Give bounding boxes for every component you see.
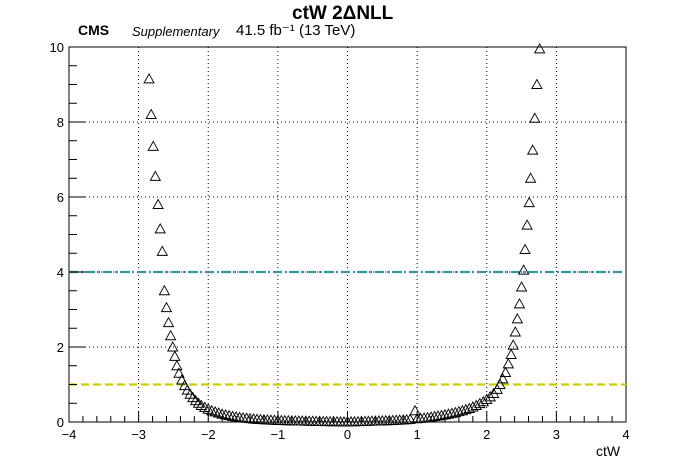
chart-title: ctW 2ΔNLL [292, 3, 394, 24]
data-point [279, 414, 291, 426]
x-tick-label: −3 [131, 427, 146, 442]
data-point [519, 243, 531, 254]
data-point [145, 108, 157, 119]
data-point [496, 372, 509, 384]
data-point [499, 366, 512, 377]
data-point [435, 409, 448, 420]
data-point [219, 408, 232, 420]
data-point [362, 415, 375, 426]
data-point [154, 222, 166, 234]
y-tick-label: 6 [57, 190, 64, 205]
data-point [526, 144, 539, 155]
data-point [521, 219, 533, 230]
data-point [484, 390, 496, 402]
data-point [223, 409, 235, 421]
data-point [202, 403, 215, 414]
data-point [376, 414, 389, 426]
data-point [265, 414, 277, 425]
data-point [529, 112, 541, 123]
x-tick-label: −1 [270, 427, 285, 442]
data-point [176, 374, 188, 385]
data-point [164, 329, 177, 341]
data-point [209, 405, 221, 417]
y-tick-label: 2 [57, 340, 64, 355]
data-point [439, 408, 451, 420]
y-tick-label: 4 [57, 265, 64, 280]
x-axis-title: ctW [596, 443, 621, 459]
x-tick-labels: −4 −3 −2 −1 0 1 2 3 4 [62, 427, 630, 442]
data-point [533, 42, 546, 54]
data-point [517, 264, 530, 275]
data-point [409, 404, 421, 416]
data-point [149, 170, 162, 181]
data-point [442, 408, 455, 419]
data-point [524, 172, 537, 183]
axis-ticks [68, 46, 627, 423]
data-point [160, 301, 173, 313]
data-point [205, 404, 218, 416]
data-point [216, 408, 228, 419]
data-point [348, 415, 361, 427]
y-tick-label: 8 [57, 115, 64, 130]
data-point [152, 198, 164, 209]
data-point [456, 404, 469, 416]
data-point [320, 415, 333, 427]
data-point [505, 348, 517, 359]
data-point [143, 72, 155, 84]
data-point [428, 410, 441, 422]
data-point [226, 410, 239, 421]
data-point [446, 407, 458, 418]
x-tick-label: −4 [62, 427, 77, 442]
data-point [432, 410, 444, 421]
x-tick-label: −2 [201, 427, 216, 442]
data-point [511, 312, 524, 324]
y-tick-label: 10 [50, 40, 64, 55]
data-point [390, 414, 403, 425]
data-point [334, 415, 347, 427]
data-point [480, 393, 493, 404]
data-point [156, 245, 169, 256]
data-point [515, 281, 528, 292]
x-tick-label: 2 [483, 427, 490, 442]
data-point [421, 411, 434, 423]
data-point [169, 350, 181, 361]
y-tick-label: 0 [57, 415, 64, 430]
luminosity-label: 41.5 fb⁻¹ (13 TeV) [236, 22, 356, 39]
data-point [171, 359, 183, 371]
reference-lines [69, 270, 626, 386]
data-point [158, 284, 171, 296]
data-point [292, 415, 305, 426]
data-point [449, 406, 462, 418]
y-tick-labels: 0 2 4 6 8 10 [50, 40, 64, 430]
data-point [187, 391, 199, 403]
supplementary-label: Supplementary [132, 24, 220, 39]
data-points [143, 42, 546, 427]
data-point [173, 367, 185, 378]
data-point [212, 407, 225, 418]
data-point [147, 140, 160, 151]
data-point [494, 378, 506, 389]
data-point [192, 397, 205, 408]
x-tick-label: 1 [414, 427, 421, 442]
data-point [404, 413, 416, 424]
data-point [162, 316, 175, 328]
data-point [189, 394, 202, 406]
data-point [509, 326, 522, 337]
x-tick-label: 0 [344, 427, 351, 442]
data-point [513, 297, 526, 309]
data-point [230, 411, 242, 422]
data-point [425, 411, 437, 422]
data-point [523, 196, 535, 208]
data-point [453, 405, 465, 417]
data-point [166, 341, 179, 352]
x-tick-label: 3 [553, 427, 560, 442]
data-point [502, 357, 515, 369]
data-point [531, 78, 543, 89]
x-tick-label: 4 [622, 427, 629, 442]
data-point [507, 339, 519, 350]
data-point [306, 415, 319, 426]
grid-lines [69, 47, 626, 422]
experiment-label: CMS [78, 22, 110, 38]
